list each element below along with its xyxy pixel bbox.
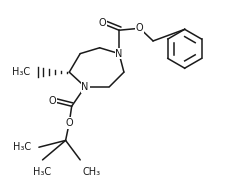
Text: N: N [81,82,89,92]
Text: O: O [65,118,73,128]
Text: O: O [98,18,106,28]
Text: O: O [136,23,144,33]
Text: H₃C: H₃C [13,142,32,152]
Text: O: O [48,96,56,106]
Text: N: N [115,49,123,59]
Text: H₃C: H₃C [12,67,30,77]
Text: H₃C: H₃C [34,167,52,177]
Text: CH₃: CH₃ [83,167,101,177]
